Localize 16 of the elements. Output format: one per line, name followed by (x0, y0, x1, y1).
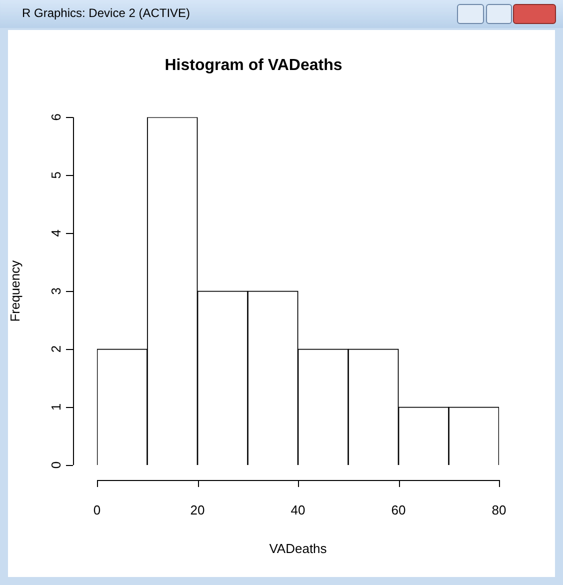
y-tick-label: 0 (48, 461, 64, 469)
y-tick-label: 4 (48, 230, 64, 237)
x-tick-label: 0 (93, 502, 101, 518)
y-tick-label: 3 (48, 287, 64, 295)
chart-title: Histogram of VADeaths (164, 57, 342, 74)
y-tick-label: 5 (48, 172, 64, 179)
x-tick-label: 20 (190, 502, 205, 518)
text: R Graphics: Device 2 (ACTIVE) (22, 6, 190, 20)
x-tick-label: 80 (492, 502, 506, 518)
x-tick-label: 60 (391, 502, 406, 518)
x-axis-title: VADeaths (269, 540, 328, 556)
y-tick-label: 2 (48, 345, 64, 353)
x-tick-label: 40 (290, 502, 306, 518)
y-tick-label: 6 (48, 114, 64, 121)
y-axis-title: Frequency (7, 260, 22, 322)
y-tick-label: 1 (48, 403, 64, 411)
